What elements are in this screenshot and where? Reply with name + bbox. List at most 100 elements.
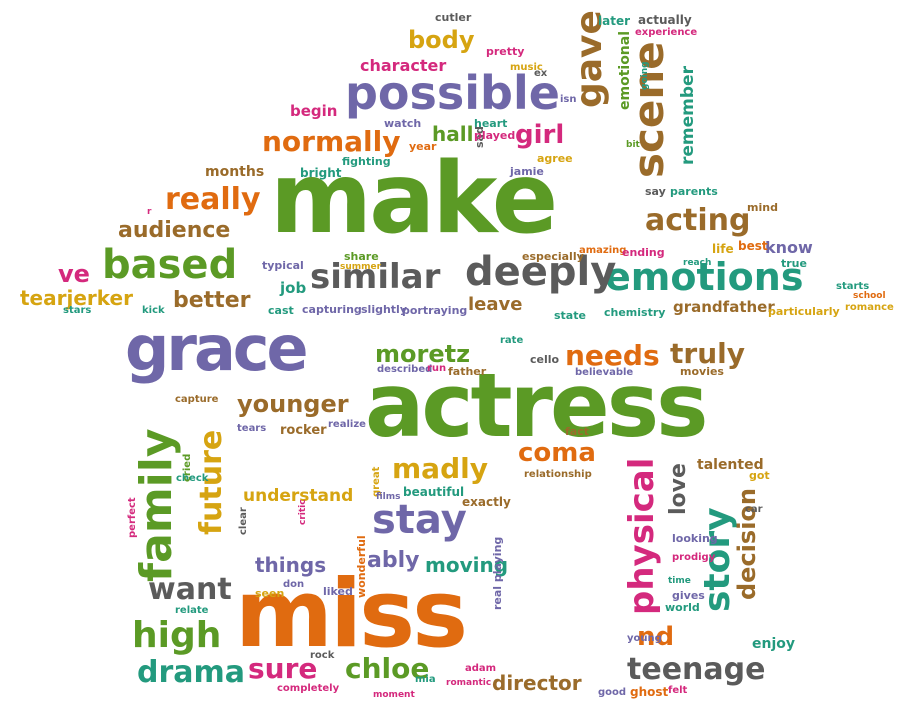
word-mia: mia [415, 674, 436, 685]
word-going: going [640, 61, 650, 90]
word-rock: rock [310, 650, 335, 661]
word-love: love [666, 463, 691, 515]
word-ghost: ghost [630, 685, 669, 699]
word-madly: madly [392, 452, 488, 485]
word-slightly: slightly [361, 303, 407, 316]
word-later: later [598, 14, 631, 28]
word-tears: tears [237, 423, 267, 434]
word-body: body [408, 26, 475, 54]
word-starts: starts [836, 281, 870, 292]
word-bright: bright [300, 166, 342, 180]
word-chemistry: chemistry [604, 306, 666, 319]
word-moving: moving [425, 553, 509, 577]
word-capturing: capturing [302, 303, 362, 316]
word-good: good [598, 687, 627, 698]
word-romance: romance [845, 302, 894, 313]
word-things: things [255, 553, 327, 577]
word-run: run [427, 363, 447, 374]
word-isn: isn [560, 94, 577, 105]
word-bit: bit [626, 140, 640, 150]
word-grandfather: grandfather [673, 298, 775, 316]
word-better: better [173, 288, 251, 313]
word-wonderful: wonderful [355, 535, 368, 598]
word-character: character [360, 56, 447, 75]
word-relate: relate [175, 605, 209, 616]
word-clear: clear [238, 507, 249, 535]
word-actually: actually [638, 13, 692, 27]
word-high: high [132, 615, 222, 656]
word-year: year [409, 140, 437, 153]
word-enjoy: enjoy [752, 636, 796, 652]
word-teenage: teenage [627, 652, 766, 687]
word-felt: felt [668, 685, 688, 696]
word-know: know [765, 238, 813, 257]
word-kick: kick [142, 305, 165, 316]
word-watch: watch [384, 117, 422, 130]
word-beautiful: beautiful [403, 485, 465, 499]
word-rocker: rocker [280, 423, 327, 438]
word-stars: stars [63, 305, 92, 316]
word-ve: ve [58, 260, 90, 288]
word-especially: especially [522, 250, 584, 263]
word-director: director [492, 671, 582, 695]
word-music: music [510, 62, 543, 73]
word-car: car [745, 504, 763, 515]
word-emotional: emotional [617, 30, 633, 110]
word-prodigy: prodigy [672, 552, 716, 563]
word-remember: remember [678, 66, 698, 165]
word-truly: truly [670, 337, 745, 370]
word-talented: talented [697, 457, 764, 473]
word-chloe: chloe [345, 652, 430, 685]
word-similar: similar [310, 257, 441, 297]
word-audience: audience [118, 218, 231, 243]
word-miss: miss [235, 560, 468, 669]
word-relationship: relationship [524, 469, 592, 480]
word-real-playing: real playing [491, 536, 504, 610]
word-seen: seen [255, 587, 285, 600]
word-played: played [474, 129, 516, 142]
word-moretz: moretz [375, 340, 471, 368]
word-realize: realize [328, 419, 366, 430]
word-share: share [344, 250, 379, 263]
word-ex: ex [534, 68, 548, 79]
word-fighting: fighting [342, 155, 391, 168]
word-life: life [712, 242, 734, 256]
word-based: based [102, 242, 238, 288]
word-described: described [377, 364, 433, 375]
word-movies: movies [680, 365, 724, 378]
word-don: don [283, 579, 305, 590]
word-actress: actress [365, 354, 708, 457]
word-possible: possible [345, 66, 560, 120]
word-ably: ably [367, 548, 420, 573]
word-moment: moment [373, 690, 415, 700]
word-typical: typical [262, 259, 304, 272]
word-cast: cast [268, 304, 294, 317]
word-cried: cried [182, 453, 193, 482]
word-hall: hall [432, 122, 474, 146]
word-best: best [738, 239, 768, 253]
word-agree: agree [537, 152, 573, 165]
word-believable: believable [575, 367, 634, 378]
word-looking: looking [672, 532, 718, 545]
word-gives: gives [672, 589, 705, 602]
word-nd: nd [637, 622, 675, 652]
word-r: r [147, 207, 152, 217]
word-father: father [448, 365, 487, 378]
word-heart: heart [474, 117, 508, 130]
word-normally: normally [262, 125, 401, 158]
word-summer: summer [340, 262, 382, 272]
word-emotions: emotions [605, 255, 804, 299]
word-understand: understand [243, 486, 354, 506]
word-mind: mind [747, 201, 778, 214]
word-cutler: cutler [435, 11, 472, 24]
word-pretty: pretty [486, 45, 525, 58]
word-true: true [781, 257, 807, 270]
word-got: got [749, 469, 770, 482]
word-portraying: portraying [402, 304, 468, 317]
word-young: young [627, 633, 662, 644]
word-school: school [853, 291, 886, 301]
word-physical: physical [622, 457, 662, 615]
word-particularly: particularly [768, 305, 840, 318]
word-exactly: exactly [462, 495, 511, 509]
